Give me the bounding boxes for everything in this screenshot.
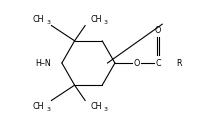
Text: 3: 3 (47, 107, 51, 112)
Text: CH: CH (90, 15, 101, 24)
Text: O: O (134, 58, 140, 68)
Text: O: O (155, 26, 161, 35)
Text: 3: 3 (104, 20, 108, 25)
Text: 3: 3 (104, 107, 108, 112)
Text: H–N: H–N (35, 58, 51, 68)
Text: R: R (176, 58, 181, 68)
Text: 3: 3 (47, 20, 51, 25)
Text: CH: CH (33, 15, 44, 24)
Text: C: C (155, 58, 161, 68)
Text: CH: CH (90, 102, 101, 111)
Text: CH: CH (33, 102, 44, 111)
